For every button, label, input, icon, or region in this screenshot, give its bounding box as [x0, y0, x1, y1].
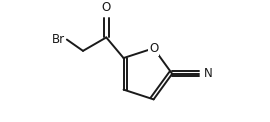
Text: O: O [149, 42, 158, 55]
Text: O: O [102, 1, 111, 14]
Text: N: N [204, 67, 213, 80]
Text: Br: Br [52, 33, 65, 46]
